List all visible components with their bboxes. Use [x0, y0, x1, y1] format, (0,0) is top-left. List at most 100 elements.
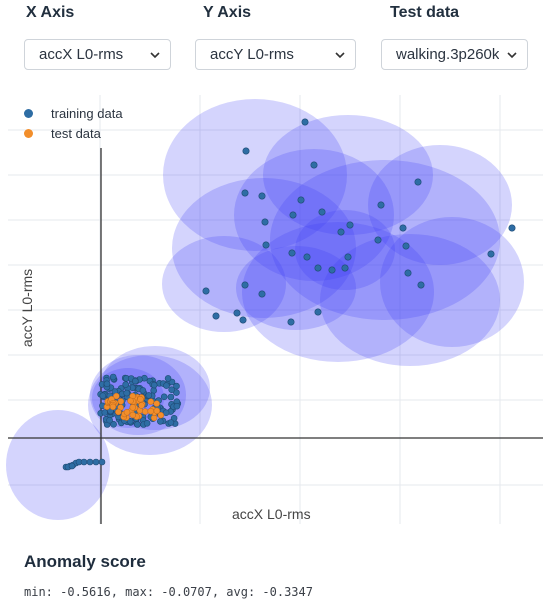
- x-axis-label: X Axis: [26, 4, 75, 21]
- cluster-region: [270, 160, 500, 320]
- test-point: [113, 392, 120, 400]
- test-point: [127, 397, 134, 405]
- cluster-region: [236, 246, 356, 330]
- cluster-regions: [6, 99, 524, 520]
- cluster-region: [320, 234, 500, 366]
- training-point: [261, 218, 269, 226]
- training-point: [314, 308, 322, 316]
- training-point: [508, 224, 516, 232]
- test-point: [153, 407, 161, 415]
- test-point: [137, 395, 144, 403]
- training-point: [258, 290, 266, 298]
- test-point: [123, 409, 131, 416]
- test-data-select[interactable]: walking.3p260k: [381, 39, 528, 70]
- training-point: [98, 458, 106, 466]
- training-point: [262, 241, 270, 249]
- training-point: [318, 208, 326, 216]
- training-point: [122, 381, 129, 388]
- training-point: [241, 281, 249, 289]
- anomaly-score-summary: min: -0.5616, max: -0.0707, avg: -0.3347: [24, 585, 313, 599]
- x-axis-select-value: accX L0-rms: [39, 46, 124, 63]
- training-point: [173, 402, 181, 410]
- test-point: [141, 408, 149, 415]
- cluster-region: [163, 99, 347, 251]
- training-point: [167, 393, 175, 401]
- training-point: [173, 382, 180, 390]
- training-point: [242, 147, 250, 155]
- training-point: [160, 393, 168, 401]
- training-point: [402, 242, 410, 250]
- training-point: [173, 389, 180, 396]
- training-point: [134, 421, 141, 428]
- training-point: [132, 377, 139, 385]
- cluster-region: [263, 115, 433, 235]
- test-point: [109, 403, 117, 411]
- training-point: [297, 196, 305, 204]
- y-axis-select[interactable]: accY L0-rms: [195, 39, 356, 70]
- training-point: [157, 418, 164, 425]
- training-point: [123, 389, 130, 397]
- training-point: [145, 392, 153, 399]
- training-point: [110, 420, 117, 428]
- legend-item-training[interactable]: training data: [24, 103, 123, 123]
- cluster-region: [88, 355, 212, 455]
- training-point: [241, 189, 249, 197]
- training-point: [233, 309, 241, 317]
- test-point: [157, 411, 165, 419]
- grid-lines: [8, 95, 543, 524]
- training-point: [239, 316, 247, 324]
- training-point: [414, 178, 422, 186]
- training-point: [301, 118, 309, 126]
- legend-label-test: test data: [51, 125, 101, 141]
- training-point: [346, 221, 354, 229]
- y-axis-select-value: accY L0-rms: [210, 46, 294, 63]
- x-axis-title: accX L0-rms: [232, 506, 311, 522]
- test-point: [117, 398, 125, 405]
- training-point: [164, 375, 172, 382]
- training-point: [101, 409, 109, 416]
- training-point: [310, 161, 318, 169]
- test-point: [147, 398, 155, 405]
- training-marker-icon: [24, 108, 33, 118]
- training-point: [163, 382, 170, 389]
- test-point: [129, 411, 137, 419]
- training-point: [337, 228, 345, 236]
- cluster-region: [6, 410, 110, 520]
- test-point: [150, 414, 158, 422]
- legend-item-test[interactable]: test data: [24, 123, 123, 143]
- cluster-region: [295, 210, 395, 290]
- cluster-region: [172, 178, 356, 318]
- training-point: [167, 419, 175, 426]
- training-point: [341, 264, 349, 272]
- cluster-region: [242, 222, 434, 362]
- training-point: [92, 458, 100, 466]
- cluster-region: [368, 145, 512, 265]
- training-point: [126, 417, 134, 425]
- cluster-region: [234, 149, 394, 281]
- training-point: [289, 211, 297, 219]
- x-axis-select[interactable]: accX L0-rms: [24, 39, 171, 70]
- training-point: [162, 409, 170, 417]
- training-point: [344, 253, 352, 261]
- cluster-region: [380, 217, 524, 347]
- training-point: [106, 416, 113, 424]
- test-marker-icon: [24, 128, 33, 138]
- anomaly-score-title: Anomaly score: [24, 552, 146, 571]
- training-point: [377, 201, 385, 209]
- y-axis-title: accY L0-rms: [19, 268, 35, 348]
- training-point: [399, 224, 407, 232]
- training-point: [288, 249, 296, 257]
- data-points: [62, 118, 516, 471]
- training-point: [374, 236, 382, 244]
- legend-label-training: training data: [51, 105, 123, 121]
- training-point: [80, 458, 88, 466]
- chevron-down-icon: [507, 51, 517, 58]
- cluster-region: [162, 236, 286, 332]
- training-point: [150, 381, 158, 389]
- chevron-down-icon: [335, 51, 345, 58]
- test-point: [115, 408, 122, 416]
- training-point: [86, 458, 94, 466]
- anomaly-scatter-plot[interactable]: [0, 88, 550, 528]
- training-point: [109, 373, 117, 381]
- y-axis-label: Y Axis: [203, 4, 252, 21]
